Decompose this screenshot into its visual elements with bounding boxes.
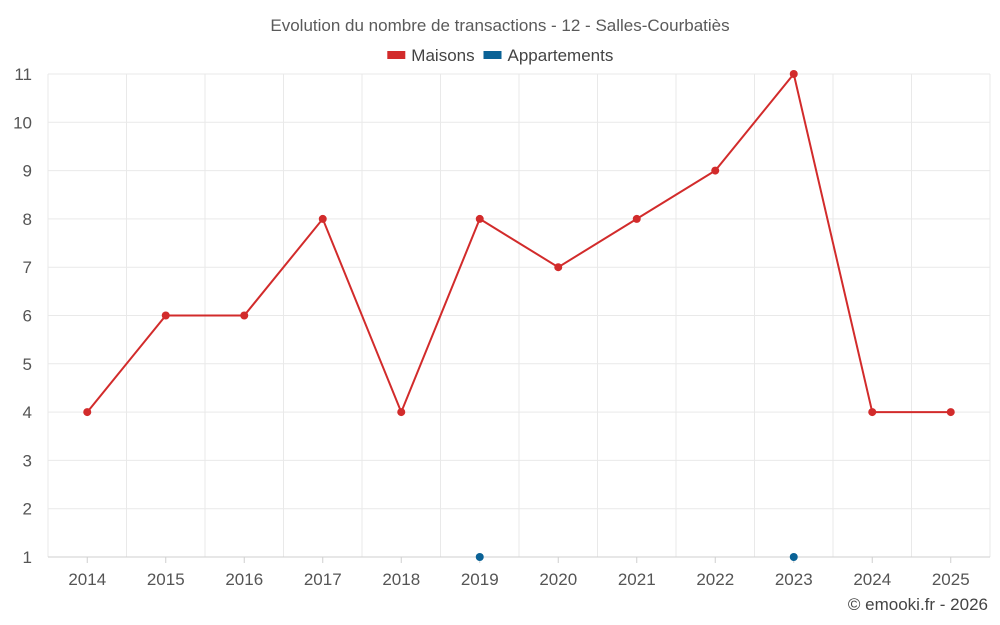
chart-title: Evolution du nombre de transactions - 12… [270, 16, 729, 35]
data-point[interactable] [318, 214, 327, 223]
x-tick-label: 2017 [304, 570, 342, 589]
legend: Maisons Appartements [387, 46, 613, 65]
data-point[interactable] [475, 214, 484, 223]
y-tick-label: 1 [23, 548, 32, 567]
y-tick-label: 4 [23, 403, 32, 422]
y-tick-label: 7 [23, 258, 32, 277]
data-point[interactable] [946, 408, 955, 417]
data-point[interactable] [475, 553, 484, 561]
legend-item-appartements[interactable]: Appartements [483, 46, 614, 65]
data-point[interactable] [868, 408, 877, 417]
x-tick-label: 2016 [225, 570, 263, 589]
x-tick-label: 2021 [618, 570, 656, 589]
legend-swatch [387, 51, 406, 59]
y-tick-label: 3 [23, 451, 32, 470]
legend-label: Appartements [508, 46, 614, 65]
y-tick-label: 10 [13, 113, 32, 132]
data-point[interactable] [554, 263, 563, 272]
series-line [86, 71, 951, 415]
x-tick-label: 2022 [696, 570, 734, 589]
data-point[interactable] [161, 311, 170, 320]
data-point[interactable] [711, 166, 720, 175]
x-tick-label: 2023 [775, 570, 813, 589]
x-tick-label: 2024 [853, 570, 891, 589]
data-point[interactable] [632, 214, 641, 223]
legend-label: Maisons [411, 46, 474, 65]
x-tick-label: 2018 [382, 570, 420, 589]
credit: © emooki.fr - 2026 [847, 595, 988, 614]
series-maisons [83, 70, 955, 417]
data-point[interactable] [789, 70, 798, 78]
x-tick-label: 2015 [147, 570, 185, 589]
y-tick-label: 2 [23, 500, 32, 519]
series-appartements [475, 553, 798, 561]
y-tick-label: 9 [23, 162, 32, 181]
y-tick-label: 6 [23, 307, 32, 326]
legend-swatch [483, 51, 502, 59]
x-tick-label: 2014 [68, 570, 106, 589]
data-point[interactable] [789, 553, 798, 561]
axes: 1 2 3 4 5 6 7 8 9 10 11 2014 2015 2016 2017 2018 2019 202… [13, 65, 990, 589]
x-tick-label: 2019 [461, 570, 499, 589]
y-tick-label: 11 [14, 65, 32, 84]
data-point[interactable] [240, 311, 249, 320]
x-tick-label: 2020 [539, 570, 577, 589]
y-tick-label: 8 [23, 210, 32, 229]
y-tick-label: 5 [23, 355, 32, 374]
series-layer [83, 70, 955, 561]
data-point[interactable] [83, 408, 92, 417]
data-point[interactable] [397, 408, 406, 417]
x-tick-label: 2025 [932, 570, 970, 589]
legend-item-maisons[interactable]: Maisons [387, 46, 475, 65]
